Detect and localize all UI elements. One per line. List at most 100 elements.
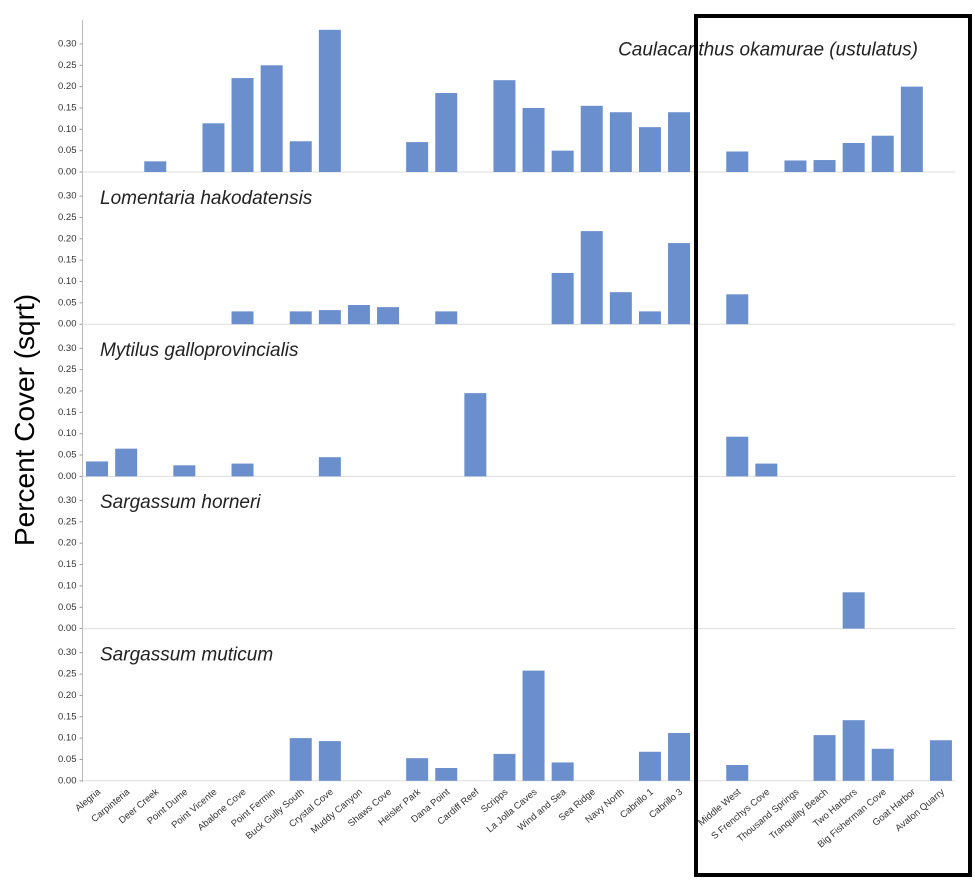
bar: [842, 720, 865, 781]
y-tick-label: 0.00: [58, 775, 77, 786]
bar: [493, 80, 516, 172]
bar: [551, 150, 574, 172]
bar: [726, 151, 749, 172]
y-tick-label: 0.25: [58, 60, 77, 71]
y-tick-label: 0.00: [58, 167, 77, 178]
bar: [260, 65, 283, 172]
y-tick-label: 0.10: [58, 124, 77, 135]
y-tick-label: 0.15: [58, 255, 77, 266]
y-tick-label: 0.25: [58, 364, 77, 375]
y-tick-label: 0.10: [58, 733, 77, 744]
y-tick-label: 0.20: [58, 386, 77, 397]
bar: [406, 758, 429, 781]
bar: [318, 310, 341, 325]
bar: [755, 463, 778, 477]
y-tick-label: 0.20: [58, 233, 77, 244]
y-tick-label: 0.30: [58, 647, 77, 658]
bar: [668, 732, 691, 781]
bar: [318, 457, 341, 477]
bar: [638, 127, 661, 172]
bar: [668, 112, 691, 172]
panel-title: Sargassum horneri: [100, 492, 261, 513]
y-tick-label: 0.15: [58, 711, 77, 722]
y-tick-label: 0.30: [58, 191, 77, 202]
bar: [784, 160, 807, 172]
bar: [115, 448, 138, 477]
bar: [86, 461, 109, 477]
bar: [289, 311, 312, 325]
y-tick-label: 0.00: [58, 319, 77, 330]
bar: [551, 762, 574, 781]
panel-title: Lomentaria hakodatensis: [100, 188, 313, 209]
bar: [609, 112, 632, 172]
bar: [493, 753, 516, 781]
bar: [231, 311, 254, 325]
y-tick-label: 0.30: [58, 38, 77, 49]
y-tick-label: 0.05: [58, 297, 77, 308]
y-tick-label: 0.00: [58, 471, 77, 482]
y-tick-label: 0.05: [58, 145, 77, 156]
bar: [638, 751, 661, 781]
y-tick-label: 0.30: [58, 495, 77, 506]
bar: [522, 107, 545, 172]
bar: [929, 740, 952, 781]
bar: [580, 231, 603, 325]
y-tick-label: 0.05: [58, 754, 77, 765]
bar: [289, 141, 312, 172]
bar: [842, 142, 865, 172]
y-tick-label: 0.10: [58, 428, 77, 439]
bar: [318, 741, 341, 781]
bar: [871, 748, 894, 781]
bar: [726, 294, 749, 325]
y-tick-label: 0.10: [58, 580, 77, 591]
bar: [580, 105, 603, 172]
y-tick-label: 0.20: [58, 81, 77, 92]
bar: [551, 272, 574, 325]
bar: [726, 436, 749, 477]
y-tick-label: 0.10: [58, 276, 77, 287]
panel-title: Caulacanthus okamurae (ustulatus): [618, 40, 918, 61]
bar: [900, 86, 923, 172]
bar: [318, 29, 341, 172]
bar: [638, 311, 661, 325]
bar: [842, 592, 865, 629]
y-tick-label: 0.15: [58, 102, 77, 113]
bar: [435, 767, 458, 781]
y-tick-label: 0.05: [58, 602, 77, 613]
y-tick-label: 0.25: [58, 669, 77, 680]
y-tick-label: 0.25: [58, 516, 77, 527]
bar: [289, 738, 312, 781]
y-tick-label: 0.20: [58, 538, 77, 549]
y-tick-label: 0.15: [58, 407, 77, 418]
bar: [668, 243, 691, 325]
bar: [871, 135, 894, 172]
panel-title: Mytilus galloprovincialis: [100, 340, 299, 361]
bar: [726, 765, 749, 781]
y-tick-label: 0.30: [58, 343, 77, 354]
bar: [144, 161, 167, 172]
bar: [435, 311, 458, 325]
y-tick-label: 0.25: [58, 212, 77, 223]
bar: [231, 463, 254, 477]
bar: [813, 735, 836, 781]
bar: [435, 93, 458, 172]
bar: [202, 123, 225, 172]
bar: [813, 160, 836, 172]
y-tick-label: 0.20: [58, 690, 77, 701]
bar: [231, 78, 254, 172]
panel-title: Sargassum muticum: [100, 644, 273, 665]
bar: [173, 465, 196, 477]
y-tick-label: 0.15: [58, 559, 77, 570]
bar: [347, 304, 370, 325]
bar: [464, 393, 487, 477]
bar: [609, 292, 632, 325]
y-tick-label: 0.05: [58, 450, 77, 461]
bar: [406, 142, 429, 172]
y-axis-label: Percent Cover (sqrt): [9, 294, 40, 546]
y-tick-label: 0.00: [58, 623, 77, 634]
bar: [522, 670, 545, 781]
highlight-box: [694, 14, 972, 877]
bar: [377, 307, 400, 325]
